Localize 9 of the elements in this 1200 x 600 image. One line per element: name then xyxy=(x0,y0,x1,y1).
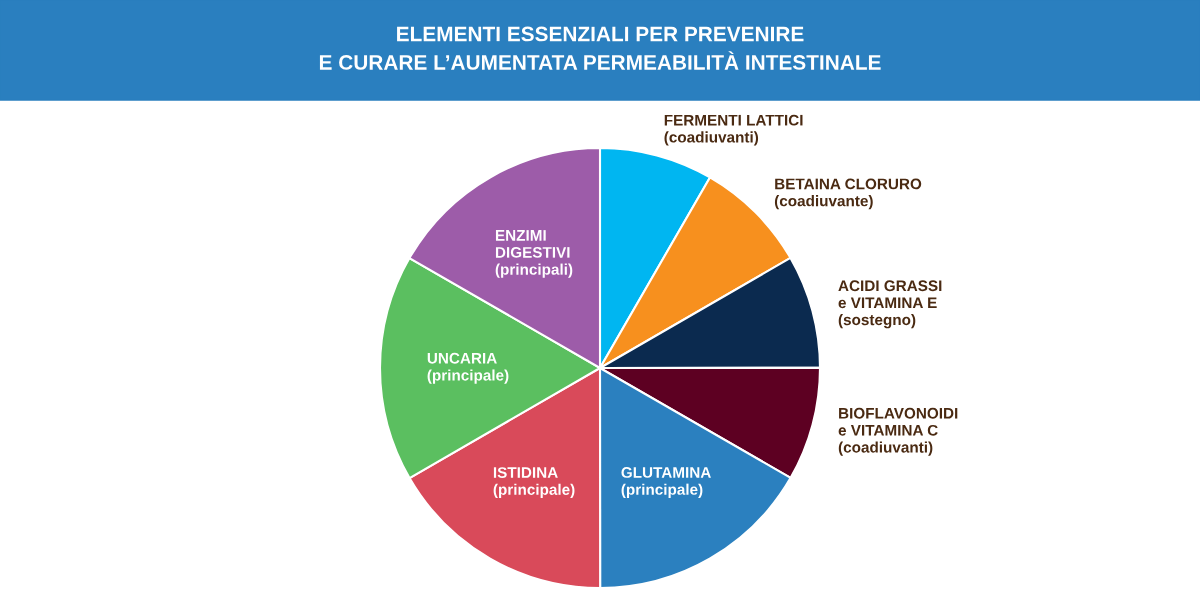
slice-label: FERMENTI LATTICI (coadiuvanti) xyxy=(664,114,803,146)
slice-label: BETAINA CLORURO (coadiuvante) xyxy=(774,178,922,210)
slice-label: BIOFLAVONOIDI e VITAMINA C (coadiuvanti) xyxy=(838,407,958,456)
slice-label: UNCARIA (principale) xyxy=(427,352,509,384)
slice-label: ACIDI GRASSI e VITAMINA E (sostegno) xyxy=(838,280,942,329)
chart-title: ELEMENTI ESSENZIALI PER PREVENIRE E CURARE L’AUMENTATA PERMEABILITÀ INTESTINALE xyxy=(319,26,881,70)
slice-label: GLUTAMINA (principale) xyxy=(621,467,711,498)
slice-label: ISTIDINA (principale) xyxy=(493,467,575,498)
slice-label: ENZIMI DIGESTIVI (principali) xyxy=(495,230,573,278)
